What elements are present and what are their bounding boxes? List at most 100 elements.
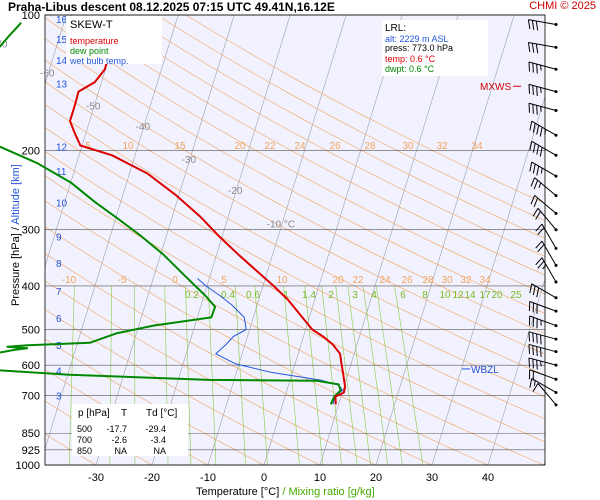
wind-barb bbox=[529, 120, 558, 137]
wind-barb-station bbox=[554, 337, 558, 341]
isotherm-line bbox=[45, 15, 123, 268]
mixing-ratio-label: 25 bbox=[510, 290, 522, 301]
wind-barb-station bbox=[554, 211, 558, 215]
x-axis-label-sep: / bbox=[279, 486, 289, 498]
wind-barb-flag bbox=[529, 141, 533, 151]
wind-barb-flag bbox=[528, 357, 531, 368]
altitude-tick-label: 13 bbox=[56, 80, 68, 91]
mixing-ratio-label: 17 bbox=[479, 290, 491, 301]
dry-adiabat bbox=[69, 15, 545, 276]
temperature-tick-label: -10 bbox=[200, 472, 216, 484]
altitude-tick-label: 12 bbox=[56, 143, 68, 154]
wind-barb-flag bbox=[533, 180, 539, 190]
wind-barb-station bbox=[554, 263, 558, 267]
summary-table-box bbox=[72, 404, 188, 456]
legend-item: wet bulb temp. bbox=[69, 56, 129, 66]
mxws-label: MXWS bbox=[480, 82, 511, 93]
pressure-tick-label: 300 bbox=[22, 225, 40, 237]
adiabat-label-upper: 32 bbox=[436, 141, 448, 152]
pressure-tick-label: 700 bbox=[22, 390, 40, 402]
dry-adiabat bbox=[45, 104, 545, 376]
wind-barb-flag bbox=[536, 359, 538, 370]
isotherm-line bbox=[319, 15, 459, 465]
altitude-tick-label: 8 bbox=[56, 259, 62, 270]
isotherm-line bbox=[375, 15, 515, 465]
dry-adiabat bbox=[45, 81, 545, 355]
wind-barb-staff bbox=[534, 195, 557, 214]
wind-barb-flag bbox=[535, 240, 543, 249]
mixing-ratio-line bbox=[321, 285, 342, 465]
wind-barb-flag bbox=[528, 344, 531, 354]
wind-barb-flag bbox=[528, 84, 531, 94]
summary-table-cell: -17.7 bbox=[106, 424, 127, 434]
temperature-tick-label: -30 bbox=[88, 472, 104, 484]
wind-barb bbox=[530, 177, 558, 198]
wind-barb bbox=[528, 61, 558, 74]
wind-barb-flag bbox=[533, 197, 539, 207]
wind-barb-station bbox=[554, 324, 558, 328]
wind-barb-flag bbox=[532, 332, 534, 343]
summary-table-header: p [hPa] bbox=[78, 408, 110, 419]
wind-barb-flag bbox=[532, 285, 536, 296]
adiabat-label-mid: 30 bbox=[441, 275, 453, 286]
adiabat-label-upper: 15 bbox=[174, 141, 186, 152]
isotherm-label: -30 bbox=[182, 155, 197, 166]
adiabat-label-mid: 10 bbox=[276, 275, 288, 286]
wind-barb-flag bbox=[532, 207, 539, 217]
altitude-tick-label: 10 bbox=[56, 198, 68, 209]
mixing-ratio-label: 12 bbox=[452, 290, 464, 301]
isotherm-label: -60 bbox=[40, 69, 55, 80]
wind-barb-station bbox=[554, 350, 558, 354]
adiabat-label-upper: 28 bbox=[364, 141, 376, 152]
mixing-ratio-line bbox=[304, 285, 324, 465]
altitude-tick-label: 4 bbox=[56, 366, 62, 377]
isotherm-label: -20 bbox=[228, 186, 243, 197]
summary-table-header: T bbox=[121, 408, 127, 419]
dewpoint-profile bbox=[0, 22, 342, 405]
adiabat-label-upper: 10 bbox=[122, 141, 134, 152]
mixing-ratio-label: 6 bbox=[400, 290, 406, 301]
wind-barb-flag bbox=[532, 358, 534, 369]
copyright: CHMI © 2025 bbox=[529, 0, 596, 12]
wind-barb bbox=[528, 343, 558, 358]
wind-barb-station bbox=[554, 228, 558, 232]
wind-barb-flag bbox=[540, 347, 542, 358]
wind-barb-flag bbox=[539, 127, 543, 137]
wind-barb-flag bbox=[529, 121, 533, 131]
adiabat-label-mid: 34 bbox=[479, 275, 491, 286]
wind-barb-staff bbox=[529, 369, 557, 380]
wind-barb-flag bbox=[537, 244, 545, 252]
wind-barb-flag bbox=[535, 211, 541, 220]
isotherm-line bbox=[151, 15, 291, 465]
mixing-ratio-label: 4 bbox=[371, 290, 377, 301]
dry-adiabat bbox=[45, 59, 545, 334]
mixing-ratio-label: 14 bbox=[464, 290, 476, 301]
x-axis-label-mixing: Mixing ratio [g/kg] bbox=[288, 486, 375, 498]
wind-barb-half-flag bbox=[540, 87, 542, 93]
summary-table-cell: -3.4 bbox=[150, 435, 166, 445]
summary-table-cell: 850 bbox=[77, 446, 92, 456]
plot-frame bbox=[44, 14, 546, 466]
mixing-ratio-line bbox=[207, 285, 217, 465]
wind-barb-flag bbox=[536, 165, 540, 176]
isotherm-line bbox=[263, 15, 403, 465]
wind-barb bbox=[528, 83, 558, 96]
mixing-ratio-line bbox=[254, 285, 268, 465]
wind-barb-flag bbox=[536, 105, 538, 115]
pressure-tick-label: 1000 bbox=[16, 460, 40, 472]
adiabat-label-mid: 32 bbox=[460, 275, 472, 286]
mixing-ratio-line bbox=[185, 285, 192, 465]
wind-barb-flag bbox=[535, 43, 539, 54]
altitude-tick-label: 6 bbox=[56, 314, 62, 325]
altitude-tick-label: 11 bbox=[56, 167, 67, 178]
wind-barb-staff bbox=[531, 120, 557, 136]
wind-barb-flag bbox=[536, 125, 540, 135]
mixing-ratio-line bbox=[234, 285, 246, 465]
pressure-tick-label: 100 bbox=[22, 10, 40, 22]
isotherm-line bbox=[207, 15, 347, 465]
altitude-tick-label: 16 bbox=[56, 15, 68, 26]
y-axis-label: Pressure [hPa] / Altitude [km] bbox=[10, 164, 22, 306]
wind-barb-station bbox=[554, 403, 558, 407]
wind-barb-station bbox=[554, 153, 558, 157]
